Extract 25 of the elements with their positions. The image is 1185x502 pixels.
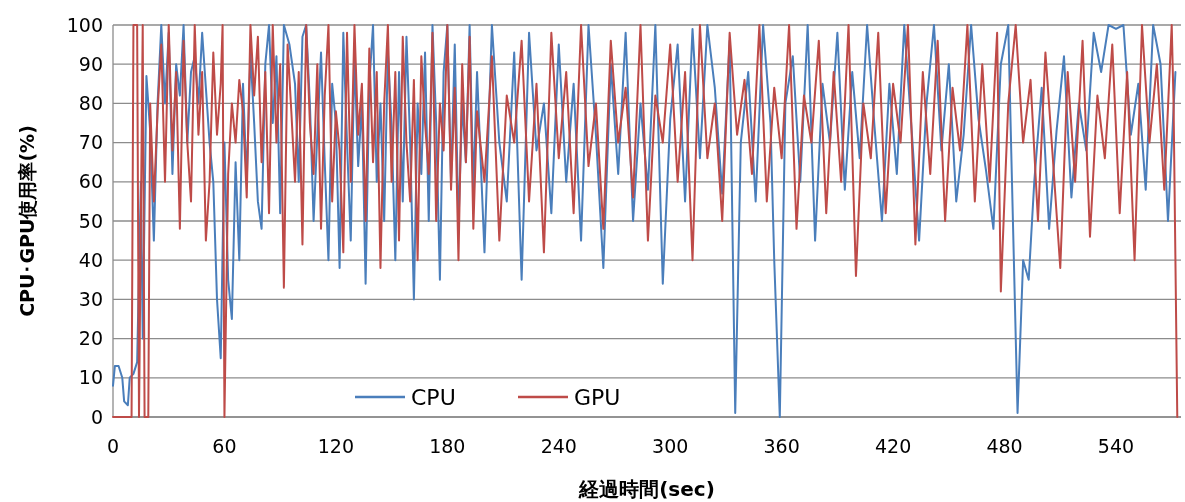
- y-tick-label: 60: [78, 170, 103, 193]
- y-tick-label: 10: [78, 366, 103, 389]
- y-axis-title: CPU･GPU使用率(%): [16, 125, 38, 317]
- y-tick-label: 70: [78, 131, 103, 154]
- y-tick-label: 40: [78, 248, 103, 271]
- y-tick-label: 50: [78, 209, 103, 232]
- y-tick-label: 100: [66, 13, 103, 36]
- x-tick-label: 480: [986, 435, 1023, 457]
- x-tick-label: 240: [540, 435, 577, 457]
- y-tick-label: 0: [90, 405, 103, 428]
- x-tick-label: 420: [874, 435, 912, 457]
- legend-label: GPU: [574, 384, 621, 410]
- y-tick-label: 80: [78, 92, 103, 115]
- y-tick-label: 90: [78, 52, 103, 75]
- x-tick-label: 60: [212, 435, 237, 457]
- x-tick-label: 180: [429, 435, 466, 457]
- legend-label: CPU: [411, 384, 456, 410]
- y-tick-label: 30: [78, 288, 103, 311]
- x-tick-label: 0: [106, 435, 120, 457]
- x-tick-label: 360: [763, 435, 800, 457]
- x-tick-label: 120: [317, 435, 355, 457]
- x-tick-label: 540: [1097, 435, 1135, 457]
- y-tick-label: 20: [78, 327, 103, 350]
- x-tick-label: 300: [652, 435, 689, 457]
- x-axis-title: 経過時間(sec): [578, 477, 715, 501]
